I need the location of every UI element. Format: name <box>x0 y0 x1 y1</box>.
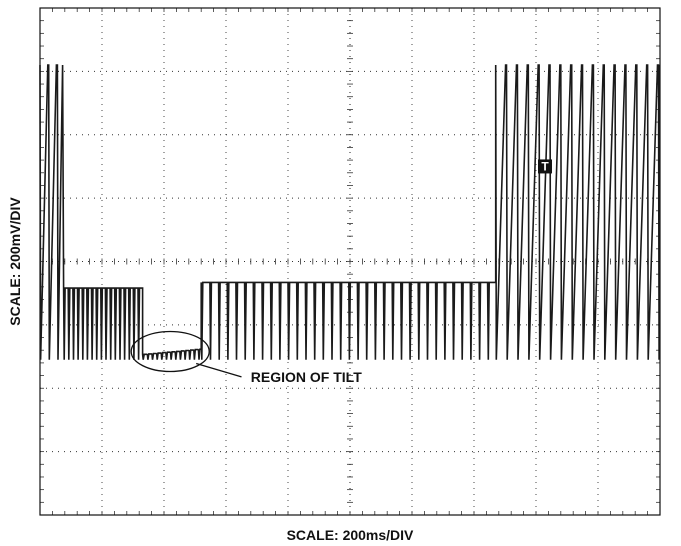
tilt-leader-line <box>196 362 242 378</box>
x-axis-label: SCALE: 200ms/DIV <box>287 527 414 543</box>
tilt-region-ellipse <box>130 330 210 373</box>
tilt-annotation: REGION OF TILT <box>251 369 362 385</box>
trigger-marker-label: T <box>541 159 549 173</box>
trigger-marker: T <box>538 159 552 174</box>
grid <box>39 7 661 516</box>
y-axis-label: SCALE: 200mV/DIV <box>7 197 23 326</box>
signal-trace <box>39 64 660 360</box>
